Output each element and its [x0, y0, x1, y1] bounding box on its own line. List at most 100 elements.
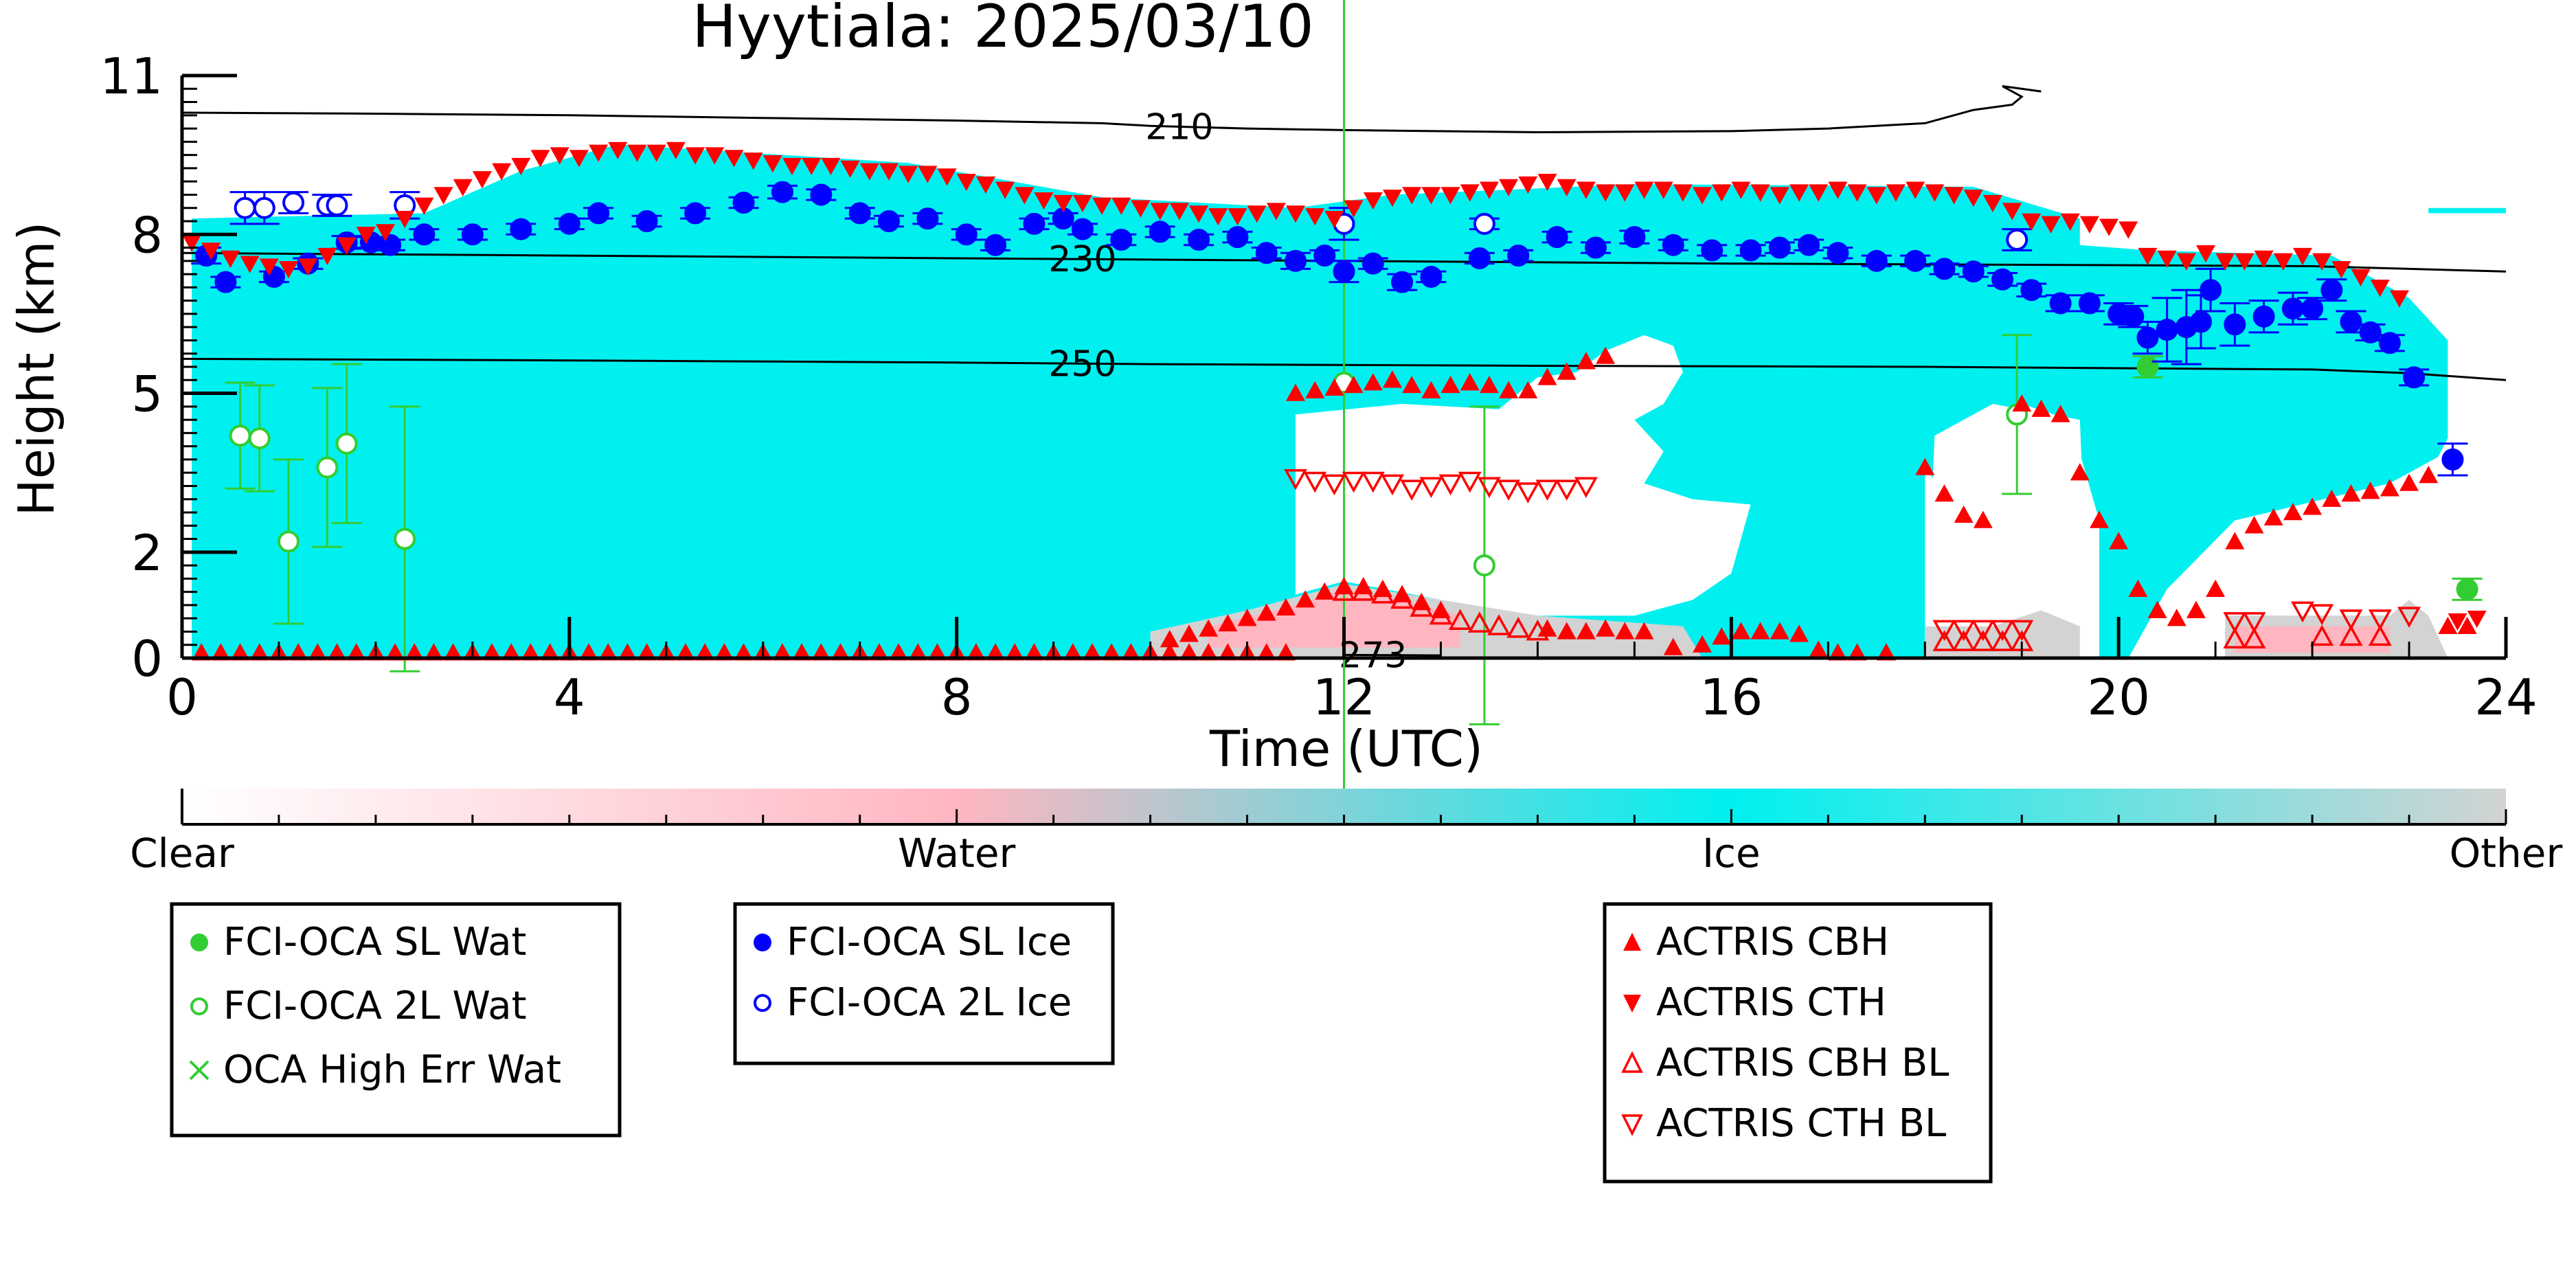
fci-oca-sl-ice-point-62 — [2224, 313, 2246, 336]
actris-cth-point-71 — [1557, 179, 1577, 196]
fci-oca-sl-ice-point-10 — [558, 212, 580, 235]
actris-cth-bl-point-10 — [1477, 477, 1501, 499]
actris-cbh-bl-point-1 — [1351, 580, 1375, 601]
actris-cth-point-115 — [2448, 613, 2467, 631]
actris-cbh-point-28 — [734, 643, 754, 661]
actris-cth-point-104 — [2196, 245, 2216, 263]
actris-cth-point-20 — [569, 150, 589, 168]
actris-cbh-point-132 — [2438, 616, 2458, 634]
legend-box-1 — [733, 902, 1115, 1065]
actris-cbh-point-97 — [1712, 627, 1732, 645]
actris-cth-point-93 — [1982, 194, 2002, 213]
actris-cbh-point-42 — [1005, 643, 1025, 661]
actris-cth-bl-point-3 — [1342, 471, 1366, 493]
actris-cbh-bl-point-2 — [1370, 582, 1394, 604]
x-tick-label: 12 — [1313, 668, 1376, 726]
actris-cbh-point-78 — [1402, 375, 1422, 394]
legend-marker-oca-high-err-wat — [189, 1060, 210, 1081]
actris-cbh-bl-point-0 — [1332, 580, 1356, 601]
region-clear-3 — [2448, 308, 2506, 658]
actris-cbh-bl-point-11 — [1932, 630, 1956, 651]
actris-cbh-bl-point-12 — [1952, 630, 1976, 651]
actris-cth-point-16 — [492, 163, 512, 181]
actris-cth-point-48 — [1111, 197, 1131, 215]
fci-oca-sl-wat-point-0 — [2136, 356, 2159, 378]
actris-cbh-point-32 — [811, 643, 831, 661]
actris-cth-point-102 — [2157, 250, 2177, 268]
actris-cbh-point-72 — [1286, 383, 1306, 401]
actris-cth-point-111 — [2331, 261, 2351, 279]
actris-cbh-bl-point-8 — [1487, 614, 1511, 635]
actris-cbh-point-0 — [192, 643, 212, 661]
region-ice-1 — [2428, 207, 2506, 214]
actris-cbh-bl-point-9 — [1506, 616, 1530, 638]
fci-oca-2l-ice-point-8 — [2006, 228, 2029, 251]
actris-cth-bl-point-18 — [1971, 620, 1995, 642]
fci-oca-sl-ice-point-58 — [2156, 319, 2178, 341]
actris-cbh-bl-point-16 — [2223, 627, 2247, 648]
actris-cbh-bl-point-13 — [1971, 630, 1995, 651]
actris-cbh-point-46 — [1083, 643, 1103, 661]
actris-cbh-point-2 — [230, 643, 250, 661]
actris-cbh-point-90 — [1557, 622, 1577, 640]
fci-oca-sl-ice-point-15 — [771, 181, 793, 203]
legend-label-fci-oca-sl-wat: FCI-OCA SL Wat — [223, 920, 527, 964]
actris-cth-point-64 — [1421, 187, 1441, 205]
actris-cth-point-114 — [2389, 290, 2409, 308]
actris-cth-point-15 — [472, 171, 492, 189]
actris-cbh-point-20 — [579, 643, 599, 661]
fci-oca-sl-ice-point-20 — [955, 223, 978, 246]
actris-cth-point-107 — [2254, 250, 2274, 268]
actris-cbh-point-27 — [714, 643, 734, 661]
actris-cbh-point-3 — [249, 643, 269, 661]
actris-cbh-point-73 — [1305, 381, 1325, 398]
actris-cth-bl-point-26 — [2368, 609, 2392, 631]
actris-cth-point-95 — [2022, 213, 2042, 231]
fci-oca-sl-ice-point-66 — [2320, 279, 2343, 302]
actris-cth-bl-point-15 — [1574, 477, 1598, 499]
fci-oca-sl-ice-point-43 — [1739, 239, 1762, 262]
actris-cbh-point-119 — [2186, 600, 2206, 618]
actris-cbh-point-128 — [2360, 482, 2380, 499]
actris-cth-point-26 — [686, 147, 705, 165]
fci-oca-sl-ice-point-36 — [1468, 247, 1491, 269]
fci-oca-sl-ice-point-21 — [984, 234, 1007, 256]
fci-oca-sl-ice-point-70 — [2403, 366, 2426, 389]
actris-cbh-bl-point-20 — [2368, 624, 2392, 646]
legend-label-actris-cth-bl: ACTRIS CTH BL — [1656, 1101, 1946, 1146]
actris-cbh-bl-point-5 — [1429, 603, 1453, 625]
actris-cbh-point-40 — [966, 643, 986, 661]
actris-cbh-point-115 — [2109, 532, 2129, 550]
fci-oca-sl-ice-point-57 — [2136, 326, 2159, 349]
actris-cbh-point-133 — [2457, 616, 2477, 634]
actris-cth-bl-point-9 — [1458, 471, 1482, 493]
actris-cbh-point-101 — [1789, 624, 1809, 642]
actris-cbh-point-118 — [2167, 609, 2187, 626]
fci-oca-sl-ice-point-30 — [1285, 249, 1307, 272]
fci-oca-sl-ice-point-69 — [2378, 332, 2401, 354]
actris-cth-point-69 — [1518, 176, 1538, 194]
actris-cbh-point-43 — [1024, 643, 1044, 661]
actris-cth-point-98 — [2079, 216, 2099, 234]
actris-cth-point-106 — [2235, 253, 2255, 271]
x-tick-label: 4 — [554, 668, 585, 726]
actris-cbh-point-31 — [792, 643, 812, 661]
actris-cth-bl-point-23 — [2291, 601, 2314, 623]
fci-oca-sl-ice-point-8 — [461, 223, 484, 246]
actris-cbh-point-79 — [1421, 381, 1441, 398]
legend-marker-actris-cbh-bl — [1621, 1051, 1643, 1073]
actris-cth-point-46 — [1072, 194, 1092, 213]
actris-cbh-point-105 — [1876, 643, 1896, 661]
actris-cbh-point-56 — [1276, 643, 1296, 661]
legend-label-actris-cbh: ACTRIS CBH — [1656, 920, 1889, 964]
actris-cth-point-2 — [221, 250, 240, 268]
actris-cbh-point-84 — [1518, 381, 1538, 398]
actris-cth-point-68 — [1499, 179, 1519, 196]
actris-cth-bl-point-4 — [1361, 471, 1385, 493]
plot-area: 210 230 250 273 0 2 5 8 11 0 4 8 12 16 20 24 — [100, 0, 2538, 824]
legend-marker-actris-cbh — [1623, 933, 1641, 951]
fci-oca-sl-ice-point-27 — [1188, 228, 1210, 251]
actris-cbh-point-88 — [1596, 346, 1616, 364]
isotherm-210 — [181, 84, 2042, 134]
actris-cbh-point-81 — [1460, 373, 1480, 391]
